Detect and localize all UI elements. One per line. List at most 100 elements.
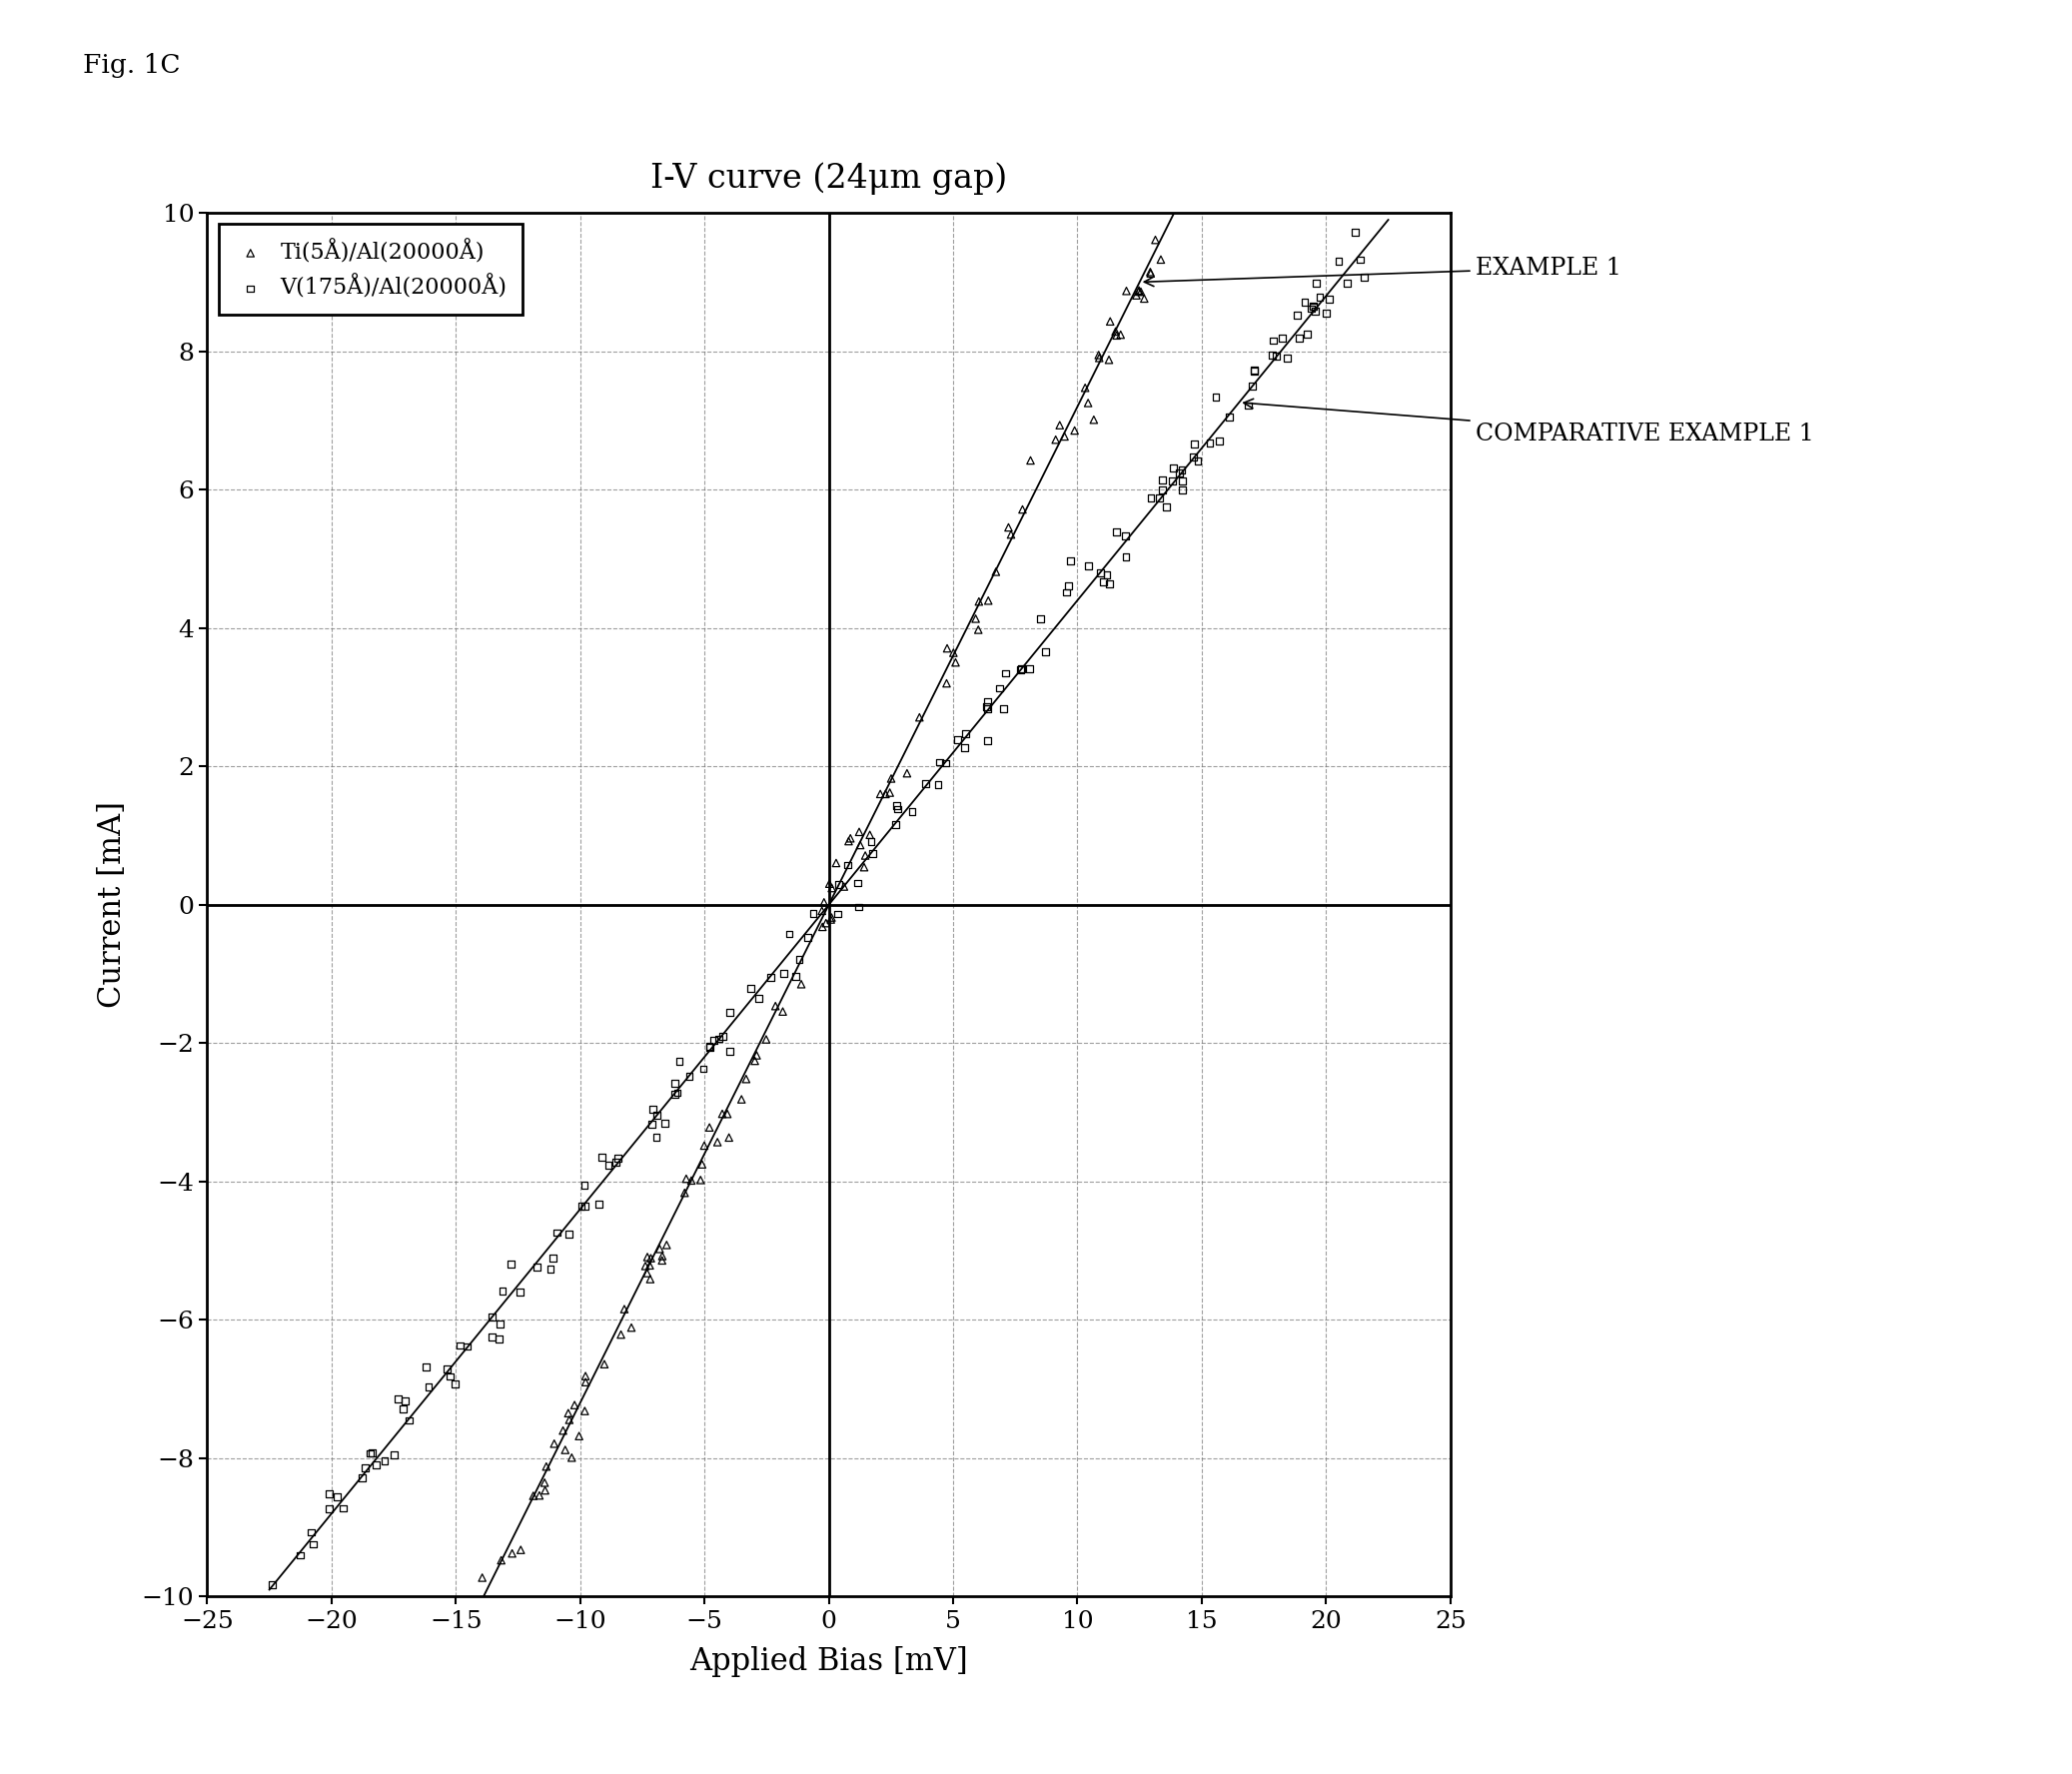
V(175Å)/Al(20000Å) [1237, 357, 1270, 385]
V(175Å)/Al(20000Å) [593, 1151, 626, 1180]
V(175Å)/Al(20000Å) [823, 871, 856, 899]
Ti(5Å)/Al(20000Å) [646, 1242, 680, 1270]
V(175Å)/Al(20000Å) [1299, 270, 1332, 298]
Ti(5Å)/Al(20000Å) [555, 1444, 588, 1472]
V(175Å)/Al(20000Å) [986, 695, 1019, 724]
Ti(5Å)/Al(20000Å) [547, 1416, 580, 1444]
Ti(5Å)/Al(20000Å) [930, 633, 963, 662]
Ti(5Å)/Al(20000Å) [1123, 277, 1156, 305]
Ti(5Å)/Al(20000Å) [812, 869, 845, 898]
V(175Å)/Al(20000Å) [1343, 245, 1376, 273]
V(175Å)/Al(20000Å) [895, 797, 928, 825]
Ti(5Å)/Al(20000Å) [642, 1235, 675, 1263]
Ti(5Å)/Al(20000Å) [1005, 495, 1038, 523]
V(175Å)/Al(20000Å) [1314, 286, 1347, 314]
V(175Å)/Al(20000Å) [910, 770, 943, 798]
Ti(5Å)/Al(20000Å) [1133, 259, 1167, 287]
V(175Å)/Al(20000Å) [713, 997, 746, 1025]
V(175Å)/Al(20000Å) [582, 1190, 615, 1219]
V(175Å)/Al(20000Å) [553, 1221, 586, 1249]
V(175Å)/Al(20000Å) [636, 1111, 669, 1139]
Ti(5Å)/Al(20000Å) [814, 875, 847, 903]
V(175Å)/Al(20000Å) [1053, 571, 1086, 600]
V(175Å)/Al(20000Å) [503, 1277, 537, 1306]
Ti(5Å)/Al(20000Å) [646, 1245, 680, 1274]
Ti(5Å)/Al(20000Å) [854, 821, 887, 850]
Ti(5Å)/Al(20000Å) [961, 616, 995, 644]
Ti(5Å)/Al(20000Å) [850, 841, 883, 869]
V(175Å)/Al(20000Å) [949, 734, 982, 763]
V(175Å)/Al(20000Å) [369, 1448, 402, 1476]
Ti(5Å)/Al(20000Å) [874, 765, 908, 793]
V(175Å)/Al(20000Å) [296, 1529, 329, 1558]
V(175Å)/Al(20000Å) [796, 899, 829, 928]
V(175Å)/Al(20000Å) [1202, 428, 1235, 456]
Ti(5Å)/Al(20000Å) [537, 1430, 570, 1458]
Ti(5Å)/Al(20000Å) [1092, 346, 1125, 374]
Ti(5Å)/Al(20000Å) [634, 1251, 667, 1279]
V(175Å)/Al(20000Å) [742, 985, 775, 1013]
V(175Å)/Al(20000Å) [831, 852, 864, 880]
Ti(5Å)/Al(20000Å) [767, 997, 800, 1025]
Ti(5Å)/Al(20000Å) [740, 1041, 773, 1070]
V(175Å)/Al(20000Å) [779, 962, 812, 990]
V(175Å)/Al(20000Å) [284, 1542, 317, 1570]
V(175Å)/Al(20000Å) [1167, 475, 1200, 504]
V(175Å)/Al(20000Å) [854, 827, 887, 855]
V(175Å)/Al(20000Å) [972, 695, 1005, 724]
Ti(5Å)/Al(20000Å) [686, 1150, 719, 1178]
V(175Å)/Al(20000Å) [881, 795, 914, 823]
V(175Å)/Al(20000Å) [754, 963, 787, 992]
Ti(5Å)/Al(20000Å) [562, 1421, 595, 1449]
V(175Å)/Al(20000Å) [537, 1244, 570, 1272]
V(175Å)/Al(20000Å) [1088, 568, 1121, 596]
V(175Å)/Al(20000Å) [1299, 296, 1332, 325]
V(175Å)/Al(20000Å) [566, 1192, 599, 1221]
V(175Å)/Al(20000Å) [692, 1032, 725, 1061]
V(175Å)/Al(20000Å) [1347, 263, 1380, 291]
Ti(5Å)/Al(20000Å) [1094, 307, 1127, 335]
V(175Å)/Al(20000Å) [439, 1370, 472, 1398]
Ti(5Å)/Al(20000Å) [937, 639, 970, 667]
V(175Å)/Al(20000Å) [1266, 325, 1299, 353]
Ti(5Å)/Al(20000Å) [549, 1435, 582, 1464]
Ti(5Å)/Al(20000Å) [930, 669, 963, 697]
Ti(5Å)/Al(20000Å) [980, 557, 1013, 585]
Ti(5Å)/Al(20000Å) [995, 520, 1028, 548]
V(175Å)/Al(20000Å) [1100, 518, 1133, 546]
V(175Å)/Al(20000Å) [483, 1309, 516, 1338]
V(175Å)/Al(20000Å) [443, 1330, 477, 1359]
V(175Å)/Al(20000Å) [361, 1451, 394, 1480]
Ti(5Å)/Al(20000Å) [1133, 257, 1167, 286]
V(175Å)/Al(20000Å) [325, 1494, 358, 1522]
V(175Å)/Al(20000Å) [483, 1325, 516, 1354]
V(175Å)/Al(20000Å) [1295, 294, 1328, 323]
Ti(5Å)/Al(20000Å) [1144, 245, 1177, 273]
V(175Å)/Al(20000Å) [390, 1387, 423, 1416]
Ti(5Å)/Al(20000Å) [806, 896, 839, 924]
V(175Å)/Al(20000Å) [313, 1494, 346, 1522]
V(175Å)/Al(20000Å) [841, 869, 874, 898]
V(175Å)/Al(20000Å) [922, 770, 955, 798]
V(175Å)/Al(20000Å) [1181, 447, 1214, 475]
Ti(5Å)/Al(20000Å) [843, 830, 876, 859]
V(175Å)/Al(20000Å) [1146, 467, 1179, 495]
X-axis label: Applied Bias [mV]: Applied Bias [mV] [690, 1646, 968, 1678]
Ti(5Å)/Al(20000Å) [495, 1540, 528, 1568]
V(175Å)/Al(20000Å) [663, 1047, 696, 1075]
V(175Å)/Al(20000Å) [659, 1070, 692, 1098]
Y-axis label: Current [mA]: Current [mA] [97, 802, 128, 1008]
V(175Å)/Al(20000Å) [1280, 302, 1314, 330]
V(175Å)/Al(20000Å) [928, 749, 961, 777]
V(175Å)/Al(20000Å) [773, 919, 806, 947]
V(175Å)/Al(20000Å) [673, 1063, 707, 1091]
Title: I-V curve (24μm gap): I-V curve (24μm gap) [651, 161, 1007, 195]
Ti(5Å)/Al(20000Å) [750, 1025, 783, 1054]
Ti(5Å)/Al(20000Å) [707, 1100, 740, 1128]
Ti(5Å)/Al(20000Å) [1100, 321, 1133, 349]
V(175Å)/Al(20000Å) [450, 1332, 483, 1361]
V(175Å)/Al(20000Å) [783, 946, 816, 974]
V(175Å)/Al(20000Å) [1179, 429, 1212, 458]
V(175Å)/Al(20000Å) [640, 1102, 673, 1130]
V(175Å)/Al(20000Å) [1303, 284, 1336, 312]
